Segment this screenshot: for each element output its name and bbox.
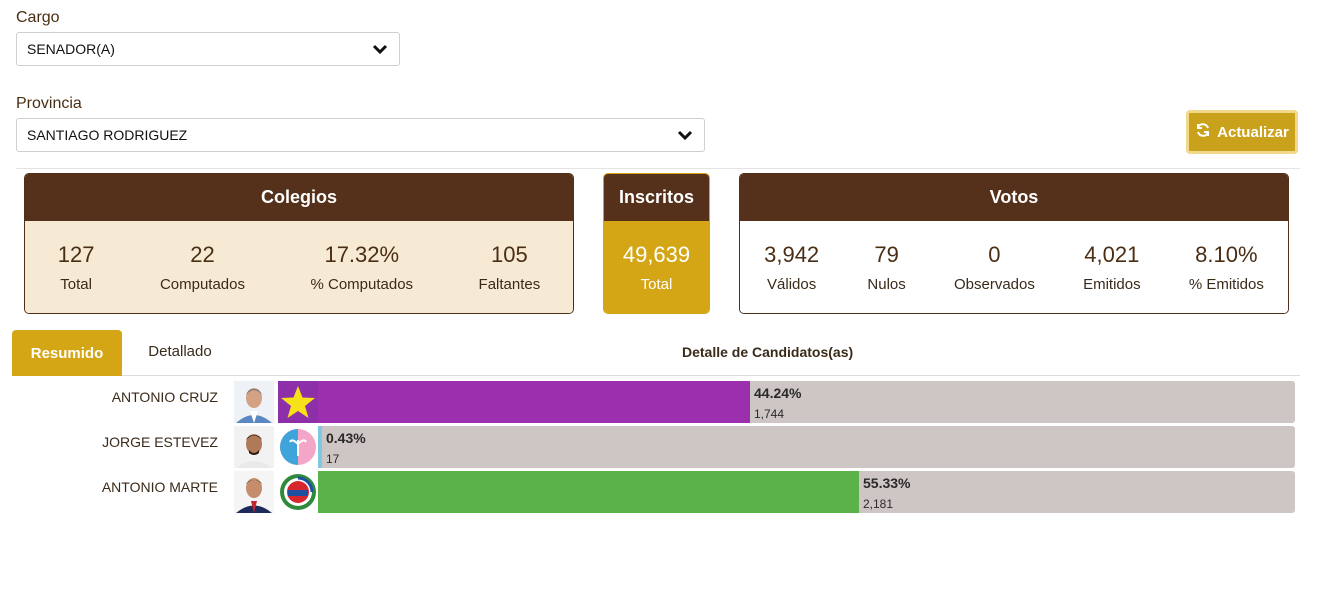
detail-title: Detalle de Candidatos(as) bbox=[682, 344, 854, 360]
votos-nulos: 79 Nulos bbox=[867, 241, 906, 293]
chevron-down-icon bbox=[371, 40, 389, 58]
candidate-percent: 44.24% bbox=[754, 385, 802, 401]
candidate-photo bbox=[234, 381, 274, 423]
votos-emitidos: 4,021 Emitidos bbox=[1083, 241, 1141, 293]
inscritos-title: Inscritos bbox=[604, 174, 709, 221]
candidate-bar-track: 0.43% 17 bbox=[318, 426, 1295, 468]
candidate-name: ANTONIO MARTE bbox=[101, 479, 218, 495]
candidate-photo bbox=[234, 471, 274, 513]
candidate-bar-track: 55.33% 2,181 bbox=[318, 471, 1295, 513]
flower-logo bbox=[278, 426, 318, 468]
votos-observados: 0 Observados bbox=[953, 241, 1035, 293]
provincia-select-value: SANTIAGO RODRIGUEZ bbox=[27, 127, 188, 143]
colegios-total: 127 Total bbox=[57, 241, 95, 293]
candidate-bar-fill bbox=[318, 471, 859, 513]
cargo-select[interactable]: SENADOR(A) bbox=[16, 32, 400, 66]
votos-panel: Votos 3,942 Válidos 79 Nulos 0 Observado… bbox=[739, 173, 1289, 314]
candidate-votes: 17 bbox=[326, 452, 340, 466]
refresh-button[interactable]: Actualizar bbox=[1186, 110, 1298, 154]
inscritos-total: 49,639 Total bbox=[622, 241, 691, 293]
colegios-title: Colegios bbox=[25, 174, 573, 221]
refresh-icon bbox=[1195, 122, 1211, 142]
star-logo bbox=[278, 381, 318, 423]
candidate-name: ANTONIO CRUZ bbox=[111, 389, 218, 405]
candidate-votes: 2,181 bbox=[863, 497, 894, 511]
tab-detallado[interactable]: Detallado bbox=[148, 342, 212, 360]
candidate-votes: 1,744 bbox=[754, 407, 785, 421]
votos-pct-emitidos: 8.10% % Emitidos bbox=[1188, 241, 1264, 293]
colegios-computados: 22 Computados bbox=[159, 241, 245, 293]
ppd-seal-logo bbox=[278, 471, 318, 513]
candidate-percent: 55.33% bbox=[863, 475, 911, 491]
chevron-down-icon bbox=[676, 126, 694, 144]
candidate-name: JORGE ESTEVEZ bbox=[102, 434, 218, 450]
candidate-row: JORGE ESTEVEZ 0.43% 17 bbox=[0, 426, 1325, 470]
colegios-faltantes: 105 Faltantes bbox=[478, 241, 541, 293]
divider bbox=[16, 168, 1300, 169]
tab-resumido[interactable]: Resumido bbox=[12, 330, 122, 376]
candidate-bar-track: 44.24% 1,744 bbox=[318, 381, 1295, 423]
colegios-panel: Colegios 127 Total 22 Computados 17.32% … bbox=[24, 173, 574, 314]
refresh-button-label: Actualizar bbox=[1217, 123, 1289, 141]
cargo-select-value: SENADOR(A) bbox=[27, 41, 115, 57]
candidate-bar-fill bbox=[318, 426, 322, 468]
candidate-row: ANTONIO CRUZ 44.24% 1,744 bbox=[0, 381, 1325, 425]
cargo-label: Cargo bbox=[16, 9, 60, 26]
provincia-select[interactable]: SANTIAGO RODRIGUEZ bbox=[16, 118, 705, 152]
candidate-photo bbox=[234, 426, 274, 468]
inscritos-panel: Inscritos 49,639 Total bbox=[603, 173, 710, 314]
candidate-bar-fill bbox=[318, 381, 750, 423]
votos-validos: 3,942 Válidos bbox=[764, 241, 820, 293]
candidate-row: ANTONIO MARTE 55.33% 2,181 bbox=[0, 471, 1325, 515]
candidate-percent: 0.43% bbox=[326, 430, 366, 446]
results-tabs: Resumido Detallado Detalle de Candidatos… bbox=[12, 330, 1300, 376]
votos-title: Votos bbox=[740, 174, 1288, 221]
colegios-pct-computados: 17.32% % Computados bbox=[310, 241, 414, 293]
provincia-label: Provincia bbox=[16, 95, 82, 112]
